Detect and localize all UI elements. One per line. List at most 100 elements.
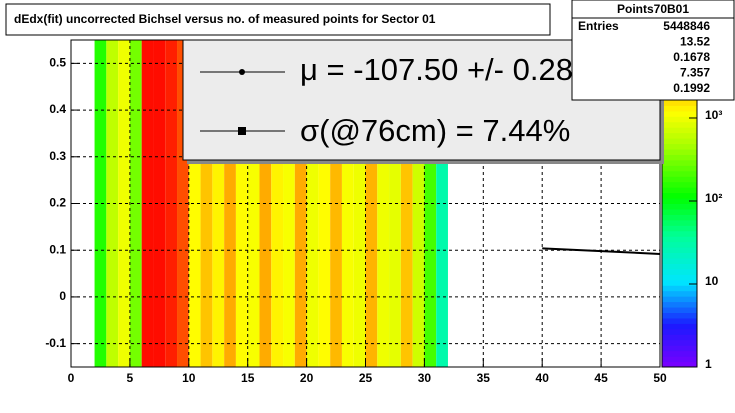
palette-band: [662, 317, 697, 324]
x-tick-label: 5: [127, 371, 134, 385]
x-tick-label: 15: [241, 371, 255, 385]
palette-band: [662, 138, 697, 145]
chart-title: dEdx(fit) uncorrected Bichsel versus no.…: [14, 12, 436, 26]
palette-band: [662, 307, 697, 313]
palette-band: [662, 252, 697, 259]
palette-band: [662, 225, 697, 232]
stats-value: 5448846: [663, 19, 710, 33]
palette-band: [662, 149, 697, 155]
palette-band: [662, 356, 697, 363]
y-tick-label: 0: [59, 289, 66, 303]
palette-band: [662, 203, 697, 210]
palette-band: [662, 230, 697, 237]
palette-band: [662, 290, 697, 297]
z-tick-label: 10: [705, 274, 719, 288]
heatmap-cell: [224, 40, 236, 367]
x-tick-label: 35: [477, 371, 491, 385]
palette-band: [662, 121, 697, 128]
heatmap-cell: [424, 40, 437, 367]
palette-band: [662, 296, 697, 303]
y-tick-label: 0.5: [49, 56, 66, 70]
palette-band: [662, 159, 697, 166]
palette-band: [662, 361, 697, 368]
stats-value: 0.1678: [673, 50, 710, 64]
palette-band: [662, 339, 697, 346]
palette-band: [662, 285, 697, 292]
heatmap-cell: [165, 40, 178, 367]
heatmap-cell: [106, 40, 119, 367]
stats-box: [571, 0, 735, 101]
fit-line: [542, 247, 661, 255]
stats-title: Points70B01: [617, 2, 689, 16]
heatmap-cell: [188, 40, 201, 367]
heatmap-cell: [118, 40, 130, 367]
y-tick-label: 0.4: [49, 102, 66, 116]
heatmap-cell: [400, 40, 413, 367]
palette-band: [662, 154, 697, 161]
x-tick-label: 50: [653, 371, 667, 385]
x-tick-label: 30: [418, 371, 432, 385]
palette-band: [662, 116, 697, 123]
legend-marker: [239, 69, 245, 75]
palette-band: [662, 208, 697, 215]
z-tick-label: 10²: [705, 191, 722, 205]
stats-value: 7.357: [680, 66, 710, 80]
heatmap-cell: [436, 40, 448, 367]
stats-value: 0.1992: [673, 81, 710, 95]
palette-band: [662, 192, 697, 199]
title-box: [5, 3, 551, 36]
y-tick-label: 0.1: [49, 242, 66, 256]
x-tick-label: 20: [300, 371, 314, 385]
palette-band: [662, 127, 697, 134]
heatmap-cell: [200, 40, 213, 367]
palette-band: [662, 350, 697, 357]
palette-band: [662, 328, 697, 335]
palette-band: [662, 301, 697, 308]
palette-band: [662, 170, 697, 177]
palette-band: [662, 263, 697, 270]
z-tick-label: 10³: [705, 108, 722, 122]
stats-label: Entries: [578, 19, 619, 33]
x-tick-label: 25: [359, 371, 373, 385]
palette-band: [662, 105, 697, 112]
heatmap-cell: [389, 40, 401, 367]
heatmap-cell: [177, 40, 189, 367]
palette-band: [662, 345, 697, 352]
palette-band: [662, 165, 697, 172]
y-tick-label: -0.1: [45, 336, 66, 350]
legend-label: μ = -107.50 +/- 0.28 %: [300, 52, 609, 87]
palette-band: [662, 268, 697, 275]
heatmap-cell: [141, 40, 154, 367]
palette-band: [662, 236, 697, 243]
palette-band: [662, 214, 697, 221]
palette-band: [662, 143, 697, 150]
palette-band: [662, 312, 697, 319]
palette-band: [662, 241, 697, 248]
y-tick-label: 0.3: [49, 149, 66, 163]
palette-band: [662, 334, 697, 341]
x-tick-label: 45: [594, 371, 608, 385]
palette-band: [662, 247, 697, 254]
palette-band: [662, 176, 697, 183]
heatmap-cell: [412, 40, 425, 367]
palette-band: [662, 99, 697, 106]
palette-band: [662, 219, 697, 226]
heatmap-cell: [212, 40, 225, 367]
palette-band: [662, 132, 697, 139]
palette-band: [662, 323, 697, 330]
palette-band: [662, 198, 697, 204]
y-tick-label: 0.2: [49, 196, 66, 210]
palette-band: [662, 181, 697, 188]
legend-marker: [238, 127, 246, 135]
heatmap-cell: [94, 40, 107, 367]
legend-label: σ(@76cm) = 7.44%: [300, 113, 570, 148]
palette-band: [662, 274, 697, 281]
palette-band: [662, 187, 697, 194]
heatmap-cell: [129, 40, 142, 367]
x-tick-label: 0: [68, 371, 75, 385]
x-tick-label: 40: [536, 371, 550, 385]
heatmap-cell: [153, 40, 166, 367]
z-tick-label: 1: [705, 357, 712, 371]
